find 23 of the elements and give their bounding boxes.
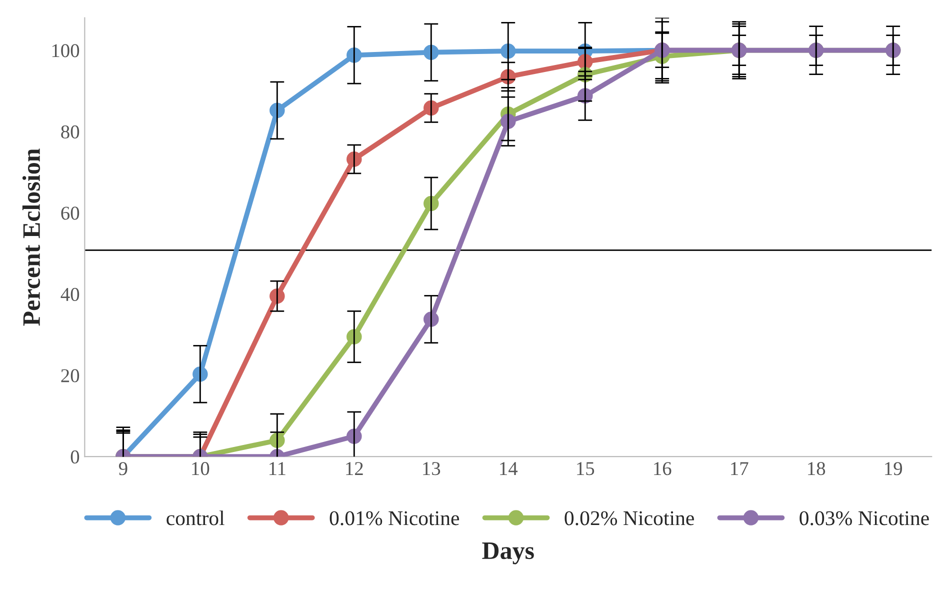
y-tick-label: 20 — [61, 369, 80, 382]
x-tick-label: 16 — [654, 462, 672, 476]
x-tick-label: 11 — [270, 462, 286, 475]
x-tick-label: 15 — [577, 462, 594, 476]
legend-label: control — [166, 510, 224, 526]
legend-label: 0.03% Nicotine — [800, 511, 929, 526]
x-tick-label: 10 — [192, 462, 210, 476]
x-tick-label: 12 — [346, 462, 363, 475]
y-tick-label: 40 — [60, 288, 80, 302]
y-tick-label: 80 — [61, 125, 80, 138]
x-axis-title: Days — [482, 542, 534, 564]
x-tick-label: 19 — [885, 462, 902, 476]
x-tick-label: 14 — [500, 462, 518, 475]
legend-label: 0.01% Nicotine — [330, 511, 460, 526]
x-tick-label: 17 — [731, 462, 748, 475]
y-tick-label: 0 — [70, 450, 80, 464]
y-tick-label: 100 — [52, 44, 80, 58]
y-tick-label: 60 — [61, 206, 80, 220]
x-tick-label: 18 — [808, 462, 826, 476]
x-tick-label: 13 — [423, 462, 440, 476]
y-axis-title: Percent Eclosion — [22, 148, 40, 326]
x-tick-label: 9 — [118, 462, 128, 476]
legend-label: 0.02% Nicotine — [564, 511, 694, 526]
